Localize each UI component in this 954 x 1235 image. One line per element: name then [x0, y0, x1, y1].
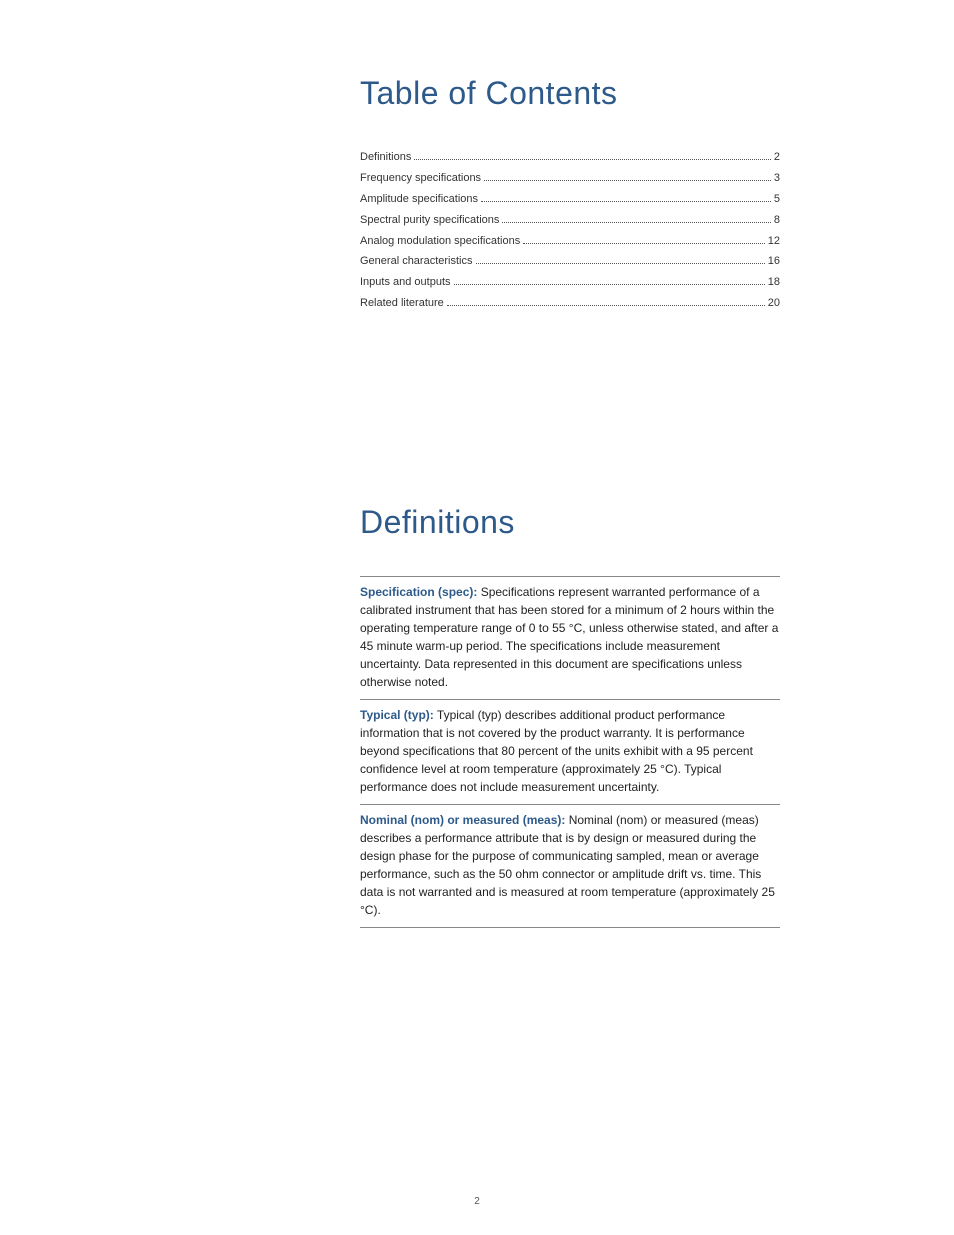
toc-entry-page: 16 — [768, 251, 780, 272]
definitions-heading: Definitions — [360, 504, 780, 541]
toc-entry-page: 18 — [768, 272, 780, 293]
definitions-section: Definitions Specification (spec): Specif… — [360, 504, 780, 928]
toc-entry-page: 5 — [774, 189, 780, 210]
toc-leader-dots — [481, 192, 771, 202]
toc-entry-label: Frequency specifications — [360, 168, 481, 189]
toc-entry-page: 2 — [774, 147, 780, 168]
definition-body: Specifications represent warranted perfo… — [360, 585, 778, 689]
toc-leader-dots — [484, 171, 771, 181]
definition-term: Specification (spec): — [360, 585, 477, 599]
definition-item: Specification (spec): Specifications rep… — [360, 577, 780, 700]
toc-leader-dots — [502, 213, 770, 223]
toc-heading: Table of Contents — [360, 75, 780, 112]
toc-entry: Inputs and outputs 18 — [360, 272, 780, 293]
toc-entry: Definitions 2 — [360, 147, 780, 168]
toc-entry-label: Definitions — [360, 147, 411, 168]
toc-leader-dots — [523, 234, 765, 244]
toc-entry-label: Amplitude specifications — [360, 189, 478, 210]
toc-entry: Amplitude specifications 5 — [360, 189, 780, 210]
toc-leader-dots — [414, 150, 771, 160]
toc-entry: General characteristics 16 — [360, 251, 780, 272]
toc-entry-label: Related literature — [360, 293, 444, 314]
definition-item: Nominal (nom) or measured (meas): Nomina… — [360, 805, 780, 928]
toc-entry: Analog modulation specifications 12 — [360, 231, 780, 252]
toc-entry: Frequency specifications 3 — [360, 168, 780, 189]
toc-section: Table of Contents Definitions 2 Frequenc… — [360, 75, 780, 314]
toc-leader-dots — [454, 276, 765, 286]
toc-entry-label: Spectral purity specifications — [360, 210, 499, 231]
toc-entry-page: 3 — [774, 168, 780, 189]
toc-entry-page: 20 — [768, 293, 780, 314]
toc-leader-dots — [476, 255, 765, 265]
document-page: Table of Contents Definitions 2 Frequenc… — [0, 0, 954, 1235]
toc-leader-dots — [447, 296, 765, 306]
toc-entry-label: Analog modulation specifications — [360, 231, 520, 252]
page-number: 2 — [0, 1196, 954, 1207]
definition-body: Nominal (nom) or measured (meas) describ… — [360, 813, 775, 917]
toc-entry-label: Inputs and outputs — [360, 272, 451, 293]
toc-list: Definitions 2 Frequency specifications 3… — [360, 147, 780, 314]
toc-entry-page: 8 — [774, 210, 780, 231]
toc-entry-page: 12 — [768, 231, 780, 252]
definition-term: Nominal (nom) or measured (meas): — [360, 813, 565, 827]
definition-term: Typical (typ): — [360, 708, 434, 722]
toc-entry: Related literature 20 — [360, 293, 780, 314]
toc-entry: Spectral purity specifications 8 — [360, 210, 780, 231]
definition-item: Typical (typ): Typical (typ) describes a… — [360, 700, 780, 805]
toc-entry-label: General characteristics — [360, 251, 473, 272]
